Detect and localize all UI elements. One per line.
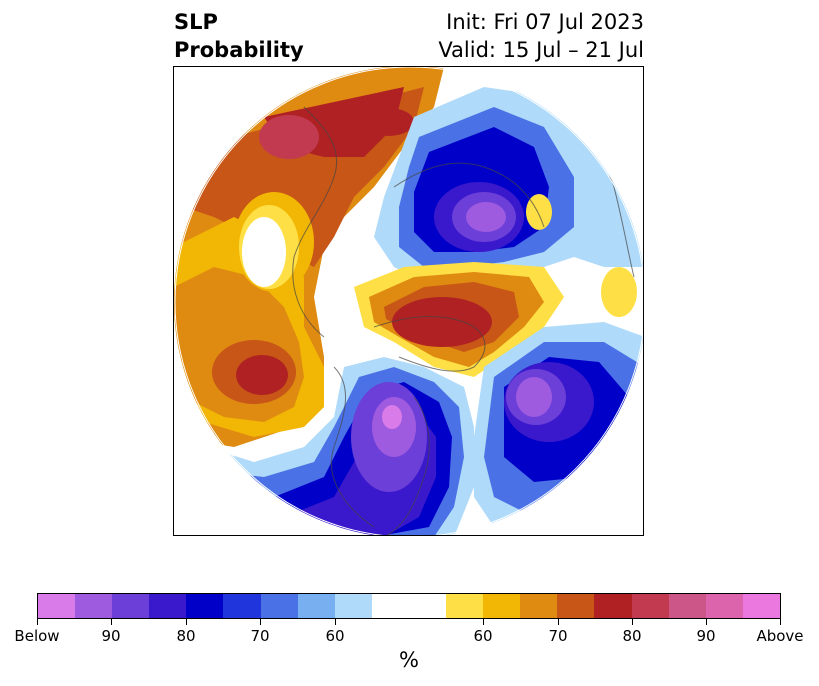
coastlines	[292, 106, 635, 535]
colorbar-segment	[186, 594, 224, 618]
below-anomaly-arctic	[374, 87, 643, 317]
colorbar-segment	[631, 594, 669, 618]
colorbar-tick-mark	[780, 619, 781, 625]
colorbar-segment	[483, 594, 521, 618]
above-anomaly-northwest	[174, 67, 444, 447]
colorbar-unit: %	[399, 648, 419, 672]
colorbar-tick-below: Below	[14, 627, 60, 645]
colorbar-segment	[371, 594, 409, 618]
colorbar-tick-above-70: 70	[548, 627, 568, 645]
colorbar-segment	[334, 594, 372, 618]
colorbar-tick-below-80: 80	[176, 627, 196, 645]
colorbar-tick-above-80: 80	[622, 627, 642, 645]
colorbar-tick-mark	[632, 619, 633, 625]
colorbar-tick-above: Above	[756, 627, 804, 645]
colorbar-segment	[149, 594, 187, 618]
probability-map	[174, 67, 643, 535]
title-variable: SLP	[174, 10, 218, 34]
colorbar	[37, 593, 781, 619]
colorbar-segment	[520, 594, 558, 618]
colorbar-tick-mark	[37, 619, 38, 625]
colorbar-segment	[557, 594, 595, 618]
colorbar-segment	[75, 594, 113, 618]
colorbar-tick-below-90: 90	[101, 627, 121, 645]
colorbar-tick-above-60: 60	[473, 627, 493, 645]
colorbar-tick-mark	[558, 619, 559, 625]
colorbar-tick-mark	[335, 619, 336, 625]
colorbar-segment	[594, 594, 632, 618]
title-type: Probability	[174, 38, 304, 62]
colorbar-tick-mark	[186, 619, 187, 625]
colorbar-tick-below-60: 60	[325, 627, 345, 645]
colorbar-segment	[668, 594, 706, 618]
probability-field	[174, 67, 643, 535]
colorbar-segment	[297, 594, 335, 618]
map-panel	[173, 66, 644, 536]
colorbar-tick-above-90: 90	[696, 627, 716, 645]
colorbar-segment	[446, 594, 484, 618]
colorbar-tick-mark	[111, 619, 112, 625]
colorbar-segment	[260, 594, 298, 618]
colorbar-segment	[705, 594, 743, 618]
colorbar-tick-below-70: 70	[250, 627, 270, 645]
colorbar-segment	[408, 594, 447, 618]
colorbar-tick-mark	[483, 619, 484, 625]
valid-dates: Valid: 15 Jul – 21 Jul	[438, 38, 644, 62]
colorbar-segment	[112, 594, 150, 618]
map-title: SLP Probability	[174, 8, 304, 64]
colorbar-tick-mark	[706, 619, 707, 625]
colorbar-segment	[742, 594, 780, 618]
colorbar-tick-mark	[260, 619, 261, 625]
init-date: Init: Fri 07 Jul 2023	[446, 10, 644, 34]
map-dates: Init: Fri 07 Jul 2023 Valid: 15 Jul – 21…	[438, 8, 644, 64]
colorbar-segment	[38, 594, 76, 618]
colorbar-segment	[223, 594, 261, 618]
